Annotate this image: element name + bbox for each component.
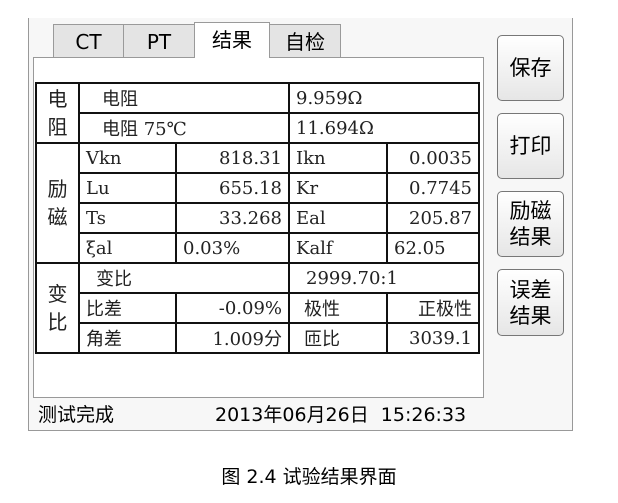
tab-ct[interactable]: CT: [53, 24, 124, 58]
tab-pt[interactable]: PT: [123, 24, 195, 58]
group-resistance: 电阻: [35, 82, 80, 144]
cell: Kr: [288, 172, 388, 204]
cell: 比差: [78, 292, 177, 324]
excitation-results-button[interactable]: 励磁结果: [497, 191, 564, 257]
cell: 变比: [78, 262, 290, 294]
cell: 匝比: [288, 322, 388, 354]
cell: 11.694Ω: [288, 112, 480, 144]
cell: Lu: [78, 172, 177, 204]
cell: 0.0035: [386, 142, 480, 174]
save-button[interactable]: 保存: [497, 35, 564, 101]
status-datetime: 2013年06月26日 15:26:33: [215, 404, 467, 426]
cell: 电阻 75℃: [78, 112, 290, 144]
cell: 1.009分: [175, 322, 290, 354]
cell: 655.18: [175, 172, 290, 204]
cell: 3039.1: [386, 322, 480, 354]
cell: 0.03%: [175, 232, 290, 264]
print-button[interactable]: 打印: [497, 113, 564, 179]
status-text: 测试完成: [38, 404, 115, 426]
group-ratio: 变比: [35, 262, 80, 354]
cell: 33.268: [175, 202, 290, 234]
cell: Vkn: [78, 142, 177, 174]
cell: Kalf: [288, 232, 388, 264]
cell: 818.31: [175, 142, 290, 174]
cell: 电阻: [78, 82, 290, 114]
cell: Eal: [288, 202, 388, 234]
cell: Ikn: [288, 142, 388, 174]
cell: 2999.70:1: [288, 262, 480, 294]
cell: 0.7745: [386, 172, 480, 204]
figure-caption: 图 2.4 试验结果界面: [221, 466, 397, 488]
group-excitation: 励磁: [35, 142, 80, 264]
cell: 正极性: [386, 292, 480, 324]
tab-self-check[interactable]: 自检: [269, 24, 341, 58]
cell: 205.87: [386, 202, 480, 234]
results-table: 电阻 电阻 9.959Ω 电阻 75℃ 11.694Ω 励磁 Vkn 818.31…: [35, 82, 480, 354]
tab-results[interactable]: 结果: [194, 22, 270, 58]
cell: ξal: [78, 232, 177, 264]
error-results-button[interactable]: 误差结果: [497, 269, 564, 336]
cell: 62.05: [386, 232, 480, 264]
cell: 角差: [78, 322, 177, 354]
cell: 极性: [288, 292, 388, 324]
cell: -0.09%: [175, 292, 290, 324]
cell: Ts: [78, 202, 177, 234]
cell: 9.959Ω: [288, 82, 480, 114]
